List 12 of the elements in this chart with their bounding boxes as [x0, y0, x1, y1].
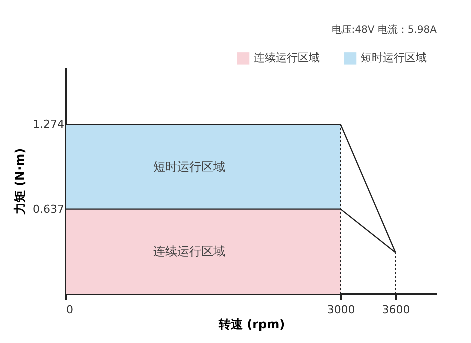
x-tick-label: 3000 [327, 304, 356, 316]
legend-label: 连续运行区域 [254, 52, 320, 65]
legend-label: 短时运行区域 [361, 52, 427, 65]
text: 电压:48V 电流：5.98A [332, 24, 438, 36]
x-tick-label: 0 [66, 304, 74, 316]
annotation: 短时运行区域 [154, 160, 226, 174]
y-axis-title: 力矩 (N·m) [13, 148, 28, 216]
y-tick-label: 0.637 [33, 202, 64, 216]
x-tick-label: 3600 [382, 304, 410, 316]
y-tick-label: 1.274 [33, 118, 64, 132]
x-axis-title: 转速 (rpm) [218, 318, 286, 332]
annotation: 连续运行区域 [154, 244, 226, 259]
